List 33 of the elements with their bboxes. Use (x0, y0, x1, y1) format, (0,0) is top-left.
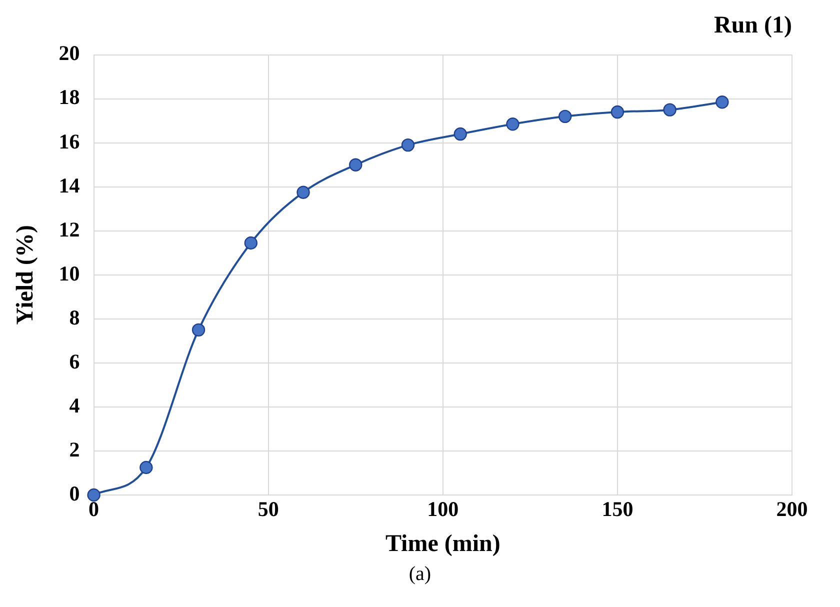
y-tick-label: 4 (69, 393, 80, 418)
point (558, 110, 572, 124)
point (140, 460, 153, 474)
y-tick-label: 2 (69, 437, 80, 462)
y-tick-label: 6 (69, 349, 80, 374)
y-tick-label: 16 (58, 129, 80, 154)
point (663, 103, 676, 116)
point (349, 158, 362, 172)
y-tick-label: 14 (58, 173, 80, 198)
point (454, 127, 467, 141)
point (296, 186, 310, 199)
point (244, 236, 258, 250)
point (401, 138, 415, 152)
point (716, 96, 729, 109)
y-axis-title: Yield (%) (12, 225, 39, 325)
y-tick-label: 10 (58, 261, 80, 286)
text: (a) (408, 563, 432, 586)
x-tick-label: 100 (427, 497, 459, 522)
x-tick-label: 0 (88, 497, 100, 522)
point (192, 323, 206, 337)
point (610, 105, 624, 119)
point (87, 488, 100, 502)
chart-title: Run (1) (714, 12, 792, 39)
point (506, 118, 520, 131)
x-tick-label: 50 (258, 497, 279, 522)
x-tick-label: 150 (602, 497, 634, 522)
x-tick-label: 200 (776, 497, 808, 522)
y-tick-label: 12 (58, 217, 80, 242)
y-tick-label: 8 (69, 305, 80, 330)
y-tick-label: 18 (58, 85, 80, 110)
y-tick-label: 20 (58, 41, 80, 66)
y-tick-label: 0 (69, 481, 80, 506)
x-axis-title: Time (min) (385, 530, 500, 557)
